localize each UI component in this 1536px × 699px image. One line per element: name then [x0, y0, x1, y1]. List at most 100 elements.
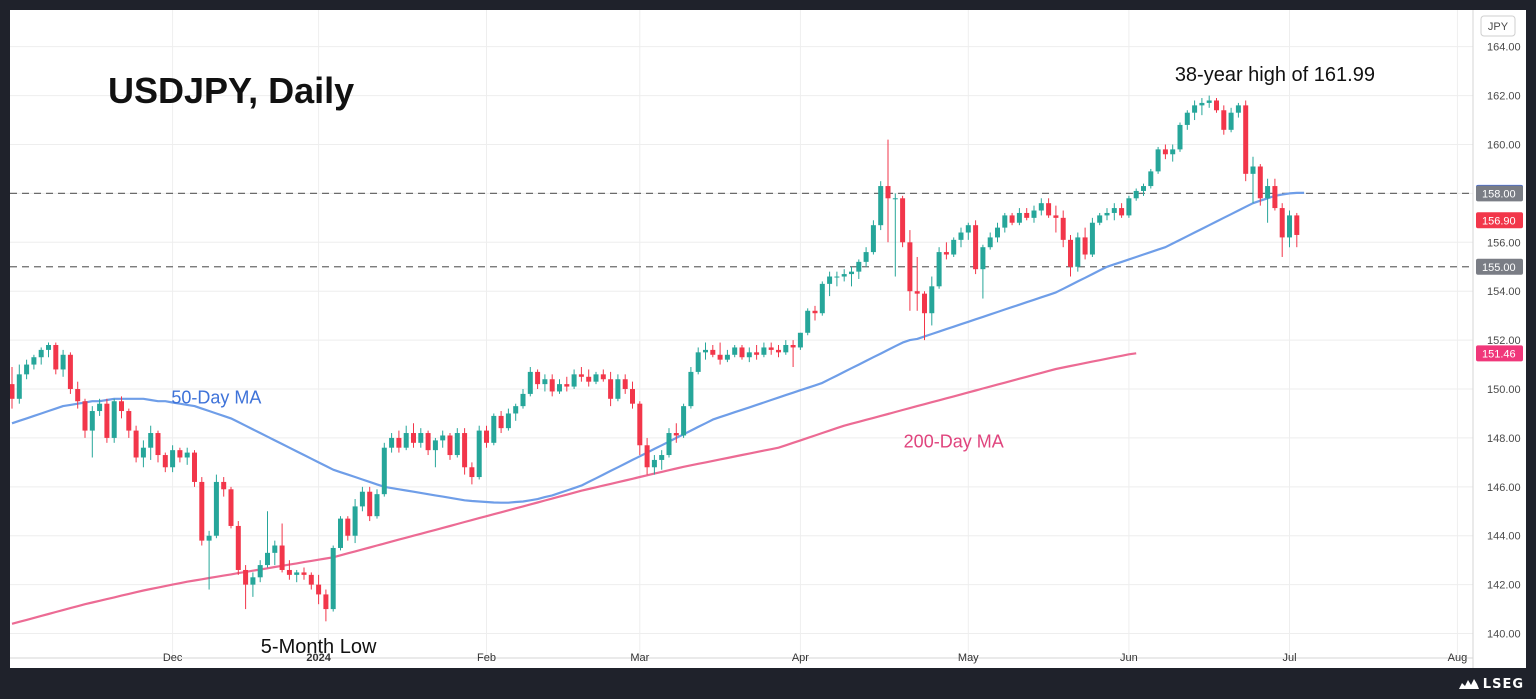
- candle-body: [221, 481, 227, 490]
- candle-body: [31, 357, 37, 365]
- time-axis[interactable]: Dec 2024 Feb Mar Apr May Jun Jul Aug: [10, 652, 1473, 664]
- candle-body: [498, 415, 504, 429]
- candle: [586, 369, 592, 387]
- candle-body: [900, 198, 906, 243]
- candle-body: [1038, 203, 1044, 211]
- candle: [644, 437, 650, 475]
- candle-body: [89, 411, 95, 431]
- candle: [564, 376, 570, 392]
- candle: [338, 516, 343, 551]
- ma50-line-group: [11, 191, 1305, 504]
- price-axis[interactable]: JPY 140.00 142.00 144.00 146.00 148.00 150.00 1…: [1472, 10, 1526, 668]
- candle-body: [819, 283, 825, 314]
- candle-body: [666, 433, 672, 456]
- price-badge-bg: [1476, 185, 1523, 202]
- candle: [316, 574, 322, 605]
- candle-body: [980, 247, 986, 270]
- candle-body: [958, 232, 964, 240]
- candle: [1155, 146, 1161, 174]
- candle: [24, 359, 30, 380]
- candle: [104, 398, 110, 443]
- candle: [75, 381, 81, 409]
- price-badge-label: 158.00: [1482, 188, 1516, 200]
- candle-body: [520, 393, 526, 407]
- candle: [1279, 203, 1285, 257]
- candle-body: [1257, 166, 1263, 199]
- candle-body: [418, 433, 424, 443]
- candle-body: [922, 293, 927, 314]
- candle-body: [1046, 203, 1052, 216]
- candle-body: [148, 433, 154, 448]
- candle: [797, 332, 803, 350]
- candle-body: [527, 371, 533, 394]
- candle: [1214, 98, 1219, 113]
- candle: [250, 572, 256, 597]
- candle: [374, 489, 380, 519]
- candle-body: [1089, 222, 1095, 255]
- candle: [359, 486, 365, 512]
- candle-body: [60, 354, 66, 370]
- candle-body: [659, 455, 665, 460]
- time-tick-label: May: [958, 652, 979, 664]
- candle: [717, 342, 723, 365]
- candle-body: [1272, 186, 1278, 209]
- candle: [1082, 227, 1088, 260]
- candle-body: [1082, 237, 1088, 255]
- candle-body: [126, 411, 132, 431]
- time-tick-label: Feb: [477, 652, 496, 664]
- candle-body: [943, 252, 949, 255]
- candle: [330, 545, 336, 612]
- price-tick-label: 140.00: [1487, 629, 1521, 641]
- candle: [673, 423, 679, 443]
- candle-body: [1031, 210, 1037, 218]
- time-tick-label: Jul: [1282, 652, 1296, 664]
- price-badge-bg: [1476, 212, 1523, 229]
- candle: [951, 237, 957, 257]
- candle: [418, 428, 424, 448]
- candle-body: [1279, 208, 1285, 238]
- candle-body: [330, 547, 336, 610]
- time-tick-label: 2024: [306, 652, 331, 664]
- candle-body: [53, 345, 59, 370]
- price-badge-label: 151.46: [1482, 348, 1516, 360]
- candle-body: [1243, 105, 1249, 174]
- price-chart[interactable]: 38-year high of 161.99 5-Month Low 50-Day …: [10, 10, 1526, 668]
- candle: [651, 455, 657, 475]
- price-tick-label: 148.00: [1487, 433, 1521, 445]
- currency-box[interactable]: [1480, 15, 1516, 37]
- candle-body: [673, 433, 679, 436]
- candle: [243, 565, 249, 610]
- candle-body: [46, 345, 51, 350]
- candle-body: [630, 389, 635, 404]
- candle-body: [557, 384, 562, 392]
- candle-body: [97, 403, 103, 412]
- candle-body: [286, 569, 292, 575]
- candle-body: [316, 584, 322, 595]
- candle: [89, 406, 95, 458]
- candle-body: [82, 401, 88, 431]
- candle: [1287, 210, 1292, 248]
- candle: [819, 281, 825, 316]
- candle-body: [10, 384, 15, 399]
- candle: [878, 181, 884, 231]
- price-badge-bg: [1476, 345, 1523, 362]
- candle: [600, 369, 606, 382]
- candle: [622, 374, 628, 394]
- candle-body: [352, 506, 358, 536]
- price-tick-label: 150.00: [1487, 384, 1521, 396]
- candle-body: [1119, 208, 1125, 216]
- candle: [768, 342, 774, 355]
- candle: [184, 447, 190, 465]
- candle: [542, 374, 548, 392]
- candle-body: [265, 552, 270, 566]
- footer-bar: LSEG: [0, 668, 1536, 699]
- candle: [892, 193, 898, 277]
- candle: [1243, 100, 1249, 182]
- chart-title: USDJPY, Daily: [108, 70, 354, 111]
- candle-body: [1141, 186, 1146, 191]
- candle-body: [338, 518, 343, 548]
- candle-body: [564, 384, 570, 387]
- candle-body: [870, 225, 876, 253]
- candle: [856, 259, 862, 279]
- candle-body: [1250, 166, 1256, 174]
